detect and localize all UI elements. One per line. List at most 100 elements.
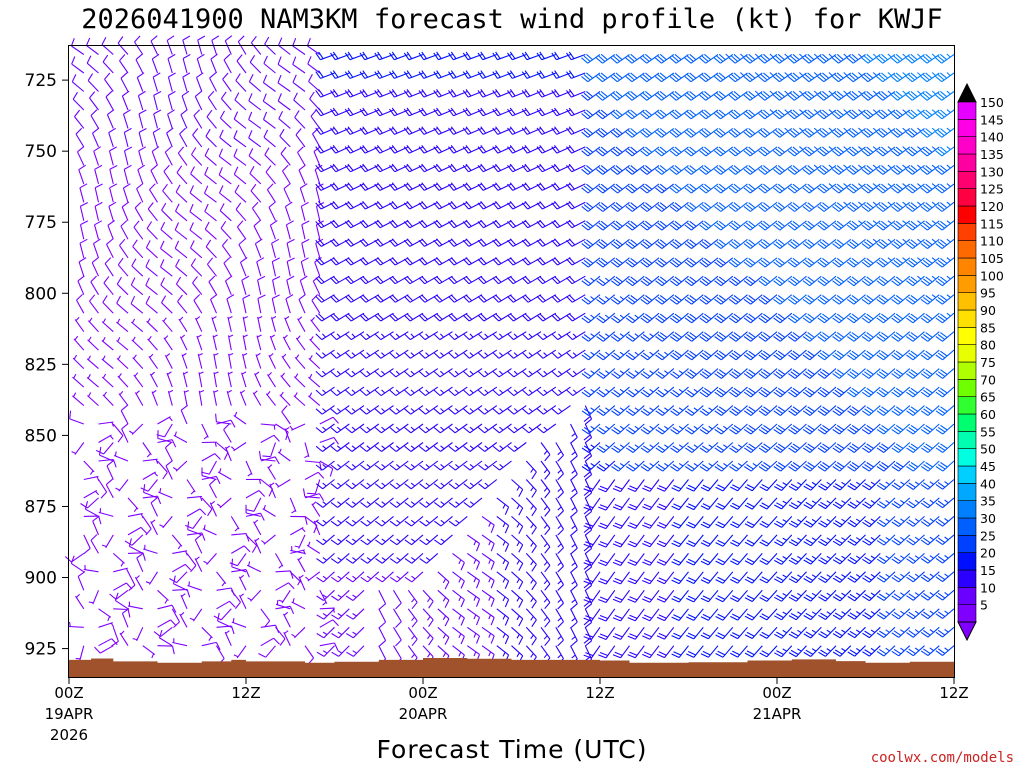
- wind-barb: [248, 111, 262, 129]
- wind-barb: [744, 534, 763, 547]
- wind-barb: [774, 589, 793, 602]
- wind-barb: [846, 127, 866, 138]
- wind-barb: [566, 51, 586, 61]
- wind-barb: [788, 534, 807, 547]
- wind-barb: [802, 201, 822, 212]
- wind-barb: [269, 220, 278, 240]
- wind-barb: [728, 257, 748, 268]
- wind-barb: [224, 630, 232, 646]
- wind-barb: [389, 534, 409, 546]
- wind-barb: [920, 183, 940, 194]
- wind-barb: [758, 405, 778, 416]
- wind-barb: [656, 479, 675, 492]
- wind-barb: [551, 349, 571, 359]
- wind-barb: [507, 126, 527, 135]
- wind-barb: [418, 145, 439, 154]
- wind-barb: [204, 203, 217, 222]
- wind-barb: [906, 442, 925, 453]
- wind-barb: [598, 479, 616, 493]
- wind-barb: [536, 294, 557, 303]
- colorbar-label: 25: [980, 528, 996, 543]
- wind-barb: [433, 51, 453, 61]
- wind-barb: [389, 51, 409, 61]
- wind-barb: [891, 589, 911, 601]
- wind-barb: [566, 238, 586, 247]
- wind-barb: [237, 35, 247, 55]
- wind-barb: [555, 516, 564, 536]
- wind-barb: [876, 460, 896, 472]
- wind-barb: [551, 107, 571, 117]
- wind-barb: [759, 479, 778, 492]
- wind-barb: [149, 371, 158, 388]
- wind-barb: [275, 600, 291, 610]
- wind-barb: [655, 275, 675, 287]
- wind-barb: [374, 201, 394, 210]
- wind-barb: [94, 201, 103, 221]
- wind-barb: [715, 479, 734, 492]
- wind-barb: [161, 202, 173, 222]
- colorbar-segment: [957, 257, 977, 276]
- wind-barb: [566, 312, 586, 322]
- wind-barb: [536, 88, 557, 98]
- wind-barb: [743, 275, 763, 287]
- wind-barb: [197, 35, 206, 55]
- wind-barb: [433, 386, 453, 397]
- wind-barb: [345, 349, 365, 359]
- wind-barb: [477, 349, 498, 359]
- wind-barb: [257, 294, 266, 314]
- wind-barb: [669, 109, 689, 120]
- y-tick-label: 800: [25, 284, 57, 304]
- wind-barb: [743, 201, 763, 212]
- wind-barb: [555, 497, 564, 517]
- wind-barb: [433, 460, 453, 471]
- wind-barb: [671, 608, 689, 622]
- wind-barb: [345, 552, 365, 564]
- wind-barb: [496, 571, 510, 589]
- wind-barb: [905, 275, 925, 287]
- wind-barb: [656, 589, 675, 603]
- colorbar-label: 135: [980, 147, 1004, 162]
- wind-barb: [105, 90, 114, 111]
- wind-barb: [876, 72, 896, 83]
- wind-barb: [330, 201, 350, 210]
- wind-barb: [119, 238, 129, 259]
- wind-barb: [935, 90, 955, 101]
- wind-barb: [729, 349, 748, 361]
- wind-barb: [670, 386, 689, 398]
- wind-barb: [699, 442, 719, 453]
- colorbar-segment: [957, 344, 977, 363]
- wind-barb: [640, 72, 660, 83]
- wind-barb: [788, 460, 807, 472]
- wind-barb: [655, 183, 675, 194]
- wind-barb: [595, 127, 616, 138]
- wind-barb: [109, 183, 118, 203]
- wind-barb: [817, 405, 837, 416]
- wind-barb: [802, 146, 822, 157]
- wind-barb: [759, 589, 778, 602]
- wind-barb: [655, 368, 675, 379]
- wind-barb: [462, 70, 483, 79]
- wind-barb: [743, 53, 763, 64]
- wind-barb: [193, 109, 203, 129]
- wind-barb: [803, 608, 822, 621]
- wind-barb: [905, 127, 925, 138]
- wind-barb: [389, 107, 409, 117]
- wind-barb: [113, 451, 129, 462]
- wind-barb: [278, 589, 291, 604]
- wind-barb: [481, 589, 495, 607]
- wind-barb: [905, 257, 925, 268]
- wind-barb: [241, 275, 250, 295]
- wind-barb: [700, 516, 719, 529]
- wind-barb: [448, 312, 468, 322]
- wind-barb: [418, 201, 439, 210]
- wind-barb: [301, 220, 310, 240]
- wind-barb: [312, 127, 321, 148]
- wind-barb: [581, 331, 601, 342]
- wind-barb: [136, 552, 144, 573]
- wind-barb: [832, 220, 852, 231]
- wind-barb: [145, 571, 158, 585]
- wind-barb: [452, 589, 465, 608]
- wind-barb: [906, 571, 925, 583]
- credit-link[interactable]: coolwx.com/models: [871, 750, 1014, 766]
- wind-barb: [130, 295, 144, 314]
